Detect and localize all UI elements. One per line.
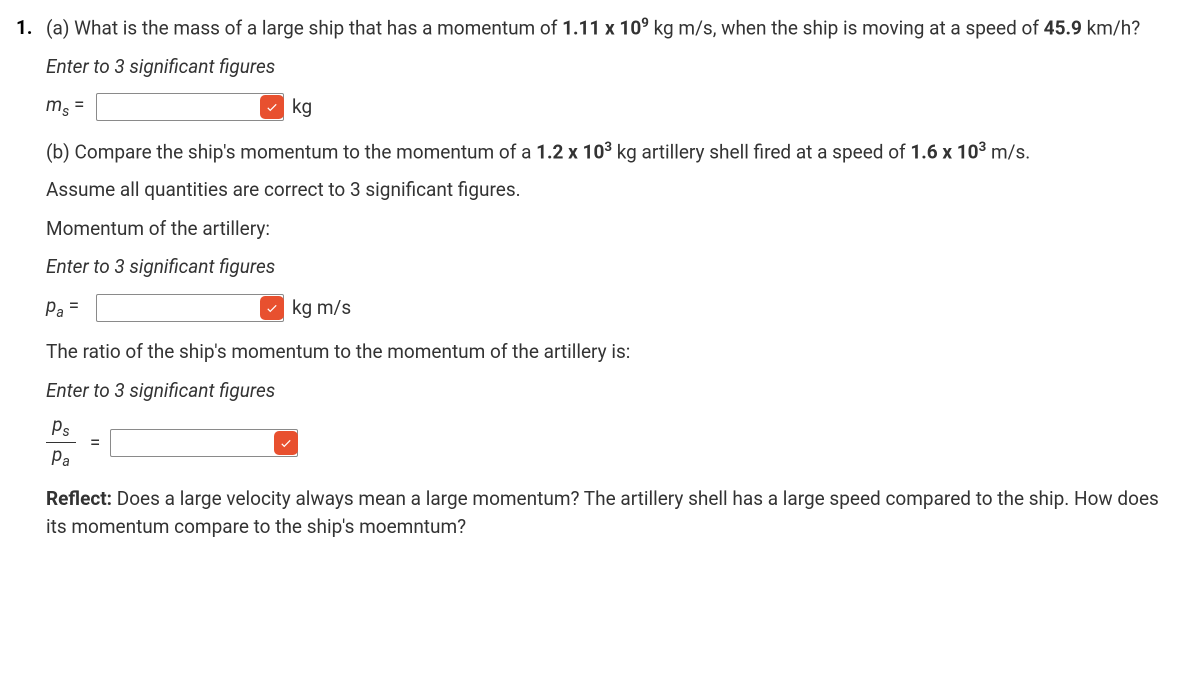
reflect-text: Reflect: Does a large velocity always me…: [46, 485, 1170, 542]
part-b-mid: artillery shell fired at a speed of: [637, 140, 911, 163]
part-a-lead: (a) What is the mass of a large ship tha…: [46, 16, 562, 39]
assume-text: Assume all quantities are correct to 3 s…: [46, 176, 1170, 205]
ms-input-row: ms = kg: [46, 91, 1170, 123]
shell-mass-unit: kg: [612, 140, 637, 163]
ratio-num-letter: p: [52, 413, 62, 436]
ms-letter: m: [46, 93, 62, 116]
part-a-instruction: Enter to 3 significant figures: [46, 53, 1170, 82]
question-number: 1.: [10, 14, 46, 43]
ratio-instruction: Enter to 3 significant figures: [46, 377, 1170, 406]
check-icon: [265, 301, 279, 315]
ratio-input-row: ps pa =: [46, 415, 1170, 471]
pa-input[interactable]: [96, 294, 284, 322]
ratio-denominator: pa: [46, 443, 76, 470]
ms-unit: kg: [292, 93, 312, 122]
ratio-equals: =: [90, 429, 100, 458]
part-a-mid: , when the ship is moving at a speed of: [713, 16, 1044, 39]
momentum-unit: kg m/s: [649, 16, 713, 39]
ratio-intro: The ratio of the ship's momentum to the …: [46, 338, 1170, 367]
ratio-check-button[interactable]: [274, 431, 298, 455]
reflect-label: Reflect:: [46, 487, 112, 510]
pa-input-row: pa = kg m/s: [46, 292, 1170, 324]
part-b-text: (b) Compare the ship's momentum to the m…: [46, 138, 1170, 167]
shell-speed-value: 1.6 x 10: [910, 140, 978, 163]
ratio-fraction: ps pa: [46, 415, 76, 471]
pa-equals: =: [64, 294, 79, 317]
shell-mass-value: 1.2 x 10: [536, 140, 604, 163]
question-container: 1. (a) What is the mass of a large ship …: [10, 14, 1170, 552]
ratio-numerator: ps: [46, 415, 76, 443]
shell-speed-unit: m/s.: [986, 140, 1030, 163]
pa-label: pa =: [46, 292, 90, 324]
ratio-den-letter: p: [52, 443, 62, 466]
momentum-value: 1.11 x 10: [562, 16, 641, 39]
ms-label: ms =: [46, 91, 90, 123]
shell-mass-exp: 3: [604, 140, 612, 155]
pa-letter: p: [46, 294, 56, 317]
reflect-body: Does a large velocity always mean a larg…: [46, 487, 1159, 539]
ms-input[interactable]: [96, 93, 284, 121]
speed-unit: km/h?: [1082, 16, 1140, 39]
part-b-lead: (b) Compare the ship's momentum to the m…: [46, 140, 536, 163]
ratio-den-sub: a: [62, 454, 70, 470]
ratio-num-sub: s: [63, 424, 70, 440]
ratio-input[interactable]: [110, 429, 298, 457]
part-b-instruction: Enter to 3 significant figures: [46, 253, 1170, 282]
question-body: (a) What is the mass of a large ship tha…: [46, 14, 1170, 552]
check-icon: [279, 436, 293, 450]
speed-value: 45.9: [1044, 16, 1082, 39]
pa-unit: kg m/s: [292, 294, 351, 323]
ms-equals: =: [69, 93, 84, 116]
momentum-artillery-label: Momentum of the artillery:: [46, 215, 1170, 244]
ms-check-button[interactable]: [260, 95, 284, 119]
pa-subscript: a: [56, 305, 64, 321]
momentum-exponent: 9: [641, 16, 649, 31]
pa-check-button[interactable]: [260, 296, 284, 320]
check-icon: [265, 100, 279, 114]
part-a-text: (a) What is the mass of a large ship tha…: [46, 14, 1170, 43]
